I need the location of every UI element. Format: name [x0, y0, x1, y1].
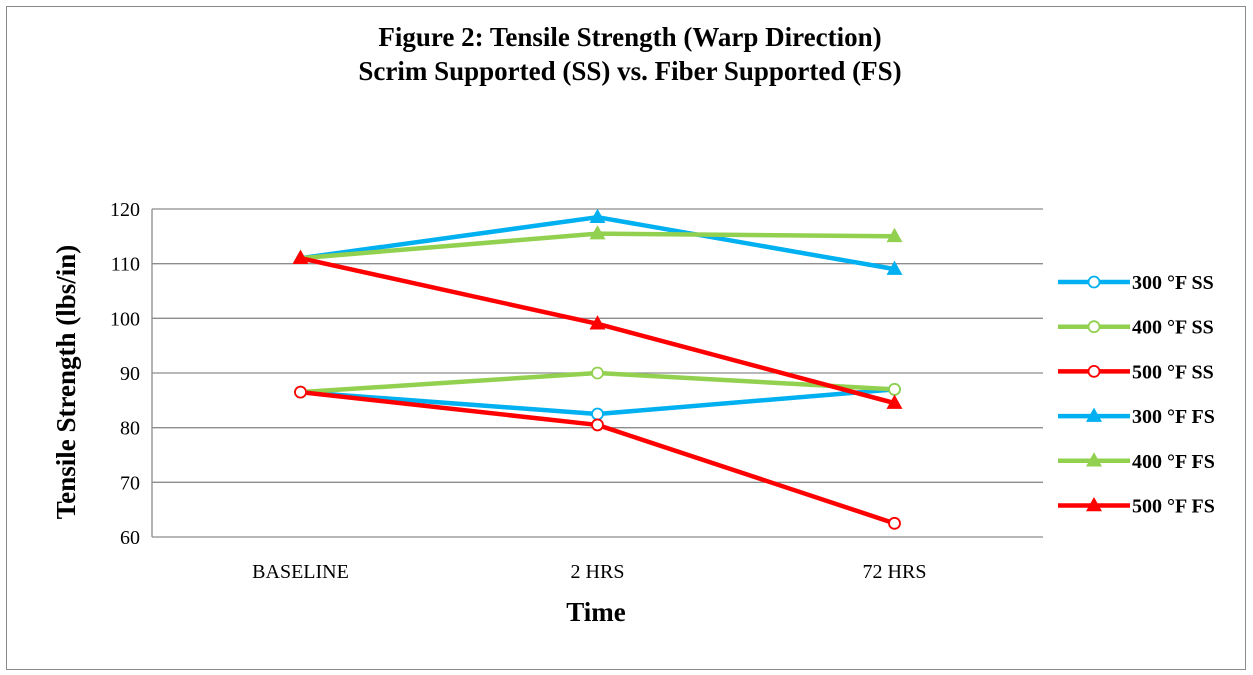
y-tick-label: 90 [120, 363, 140, 385]
x-tick-label: 72 HRS [863, 561, 927, 583]
legend-label: 400 °F SS [1132, 317, 1214, 339]
triangle-marker [886, 260, 903, 275]
y-axis-title: Tensile Strength (lbs/in) [51, 245, 81, 520]
legend-item: 500 °F FS [1058, 496, 1215, 518]
chart-frame [6, 6, 1246, 670]
y-tick-label: 100 [110, 308, 140, 330]
legend-item: 300 °F FS [1058, 406, 1215, 428]
circle-marker [591, 418, 604, 432]
circle-marker [591, 366, 604, 380]
circle-marker [888, 516, 901, 530]
legend-item: 400 °F SS [1058, 317, 1214, 339]
legend-label: 500 °F FS [1132, 496, 1215, 518]
triangle-marker [1086, 496, 1102, 512]
triangle-marker [589, 208, 606, 223]
triangle-marker [886, 394, 903, 409]
series-line [298, 214, 897, 272]
y-tick-label: 60 [120, 527, 140, 549]
legend: 300 °F SS 400 °F SS 500 °F SS 300 °F FS 400 … [1058, 272, 1215, 518]
legend-item: 500 °F SS [1058, 361, 1214, 383]
circle-marker [1087, 320, 1101, 334]
x-axis-ticks: BASELINE 2 HRS 72 HRS [252, 561, 926, 583]
legend-label: 500 °F SS [1132, 361, 1214, 383]
y-tick-label: 120 [110, 199, 140, 221]
series-line [298, 255, 897, 406]
series-markers [292, 208, 903, 530]
triangle-marker [1086, 407, 1102, 422]
x-tick-label: BASELINE [252, 561, 349, 583]
y-axis-ticks: 60 70 80 90 100 110 120 [110, 199, 140, 549]
triangle-marker [589, 315, 606, 330]
y-tick-label: 70 [120, 472, 140, 494]
legend-item: 400 °F FS [1058, 451, 1215, 473]
circle-marker [888, 382, 901, 396]
circle-marker [294, 385, 307, 399]
circle-marker [591, 407, 604, 421]
x-axis-title: Time [566, 597, 626, 627]
triangle-marker [292, 249, 309, 264]
y-tick-label: 110 [111, 254, 140, 276]
chart-subtitle: Scrim Supported (SS) vs. Fiber Supported… [358, 56, 901, 86]
legend-label: 300 °F SS [1132, 272, 1214, 294]
triangle-marker [1086, 452, 1102, 467]
triangle-marker [886, 227, 903, 243]
y-tick-label: 80 [120, 418, 140, 440]
chart-title: Figure 2: Tensile Strength (Warp Directi… [378, 22, 881, 52]
legend-label: 400 °F FS [1132, 451, 1215, 473]
circle-marker [1087, 364, 1101, 378]
triangle-marker [589, 225, 606, 240]
circle-marker [1087, 275, 1101, 289]
x-tick-label: 2 HRS [571, 561, 625, 583]
legend-item: 300 °F SS [1058, 272, 1214, 294]
legend-label: 300 °F FS [1132, 406, 1215, 428]
